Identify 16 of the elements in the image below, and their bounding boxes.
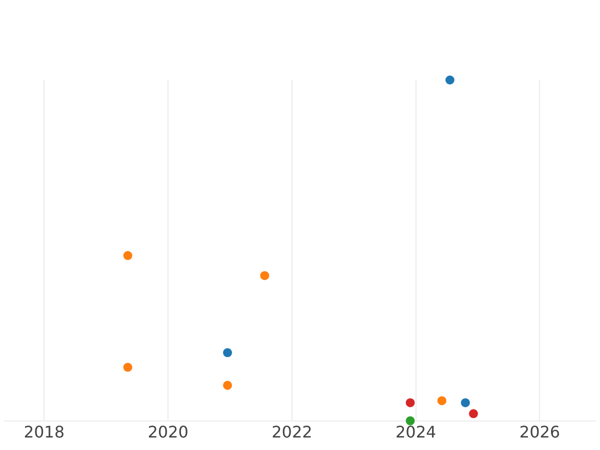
point — [406, 416, 415, 426]
point — [223, 380, 232, 390]
x-tick-label: 2018 — [24, 422, 65, 442]
point — [445, 76, 454, 84]
point — [123, 362, 132, 372]
point — [406, 398, 415, 408]
x-tick-label: 2020 — [148, 422, 188, 442]
point — [123, 251, 132, 260]
point — [437, 396, 446, 406]
point — [468, 409, 478, 418]
point — [260, 271, 270, 280]
x-tick-label: 2024 — [395, 422, 436, 442]
point — [223, 348, 232, 358]
x-tick-label: 2022 — [272, 422, 312, 442]
x-tick-label: 2026 — [519, 422, 560, 442]
point — [460, 398, 470, 408]
